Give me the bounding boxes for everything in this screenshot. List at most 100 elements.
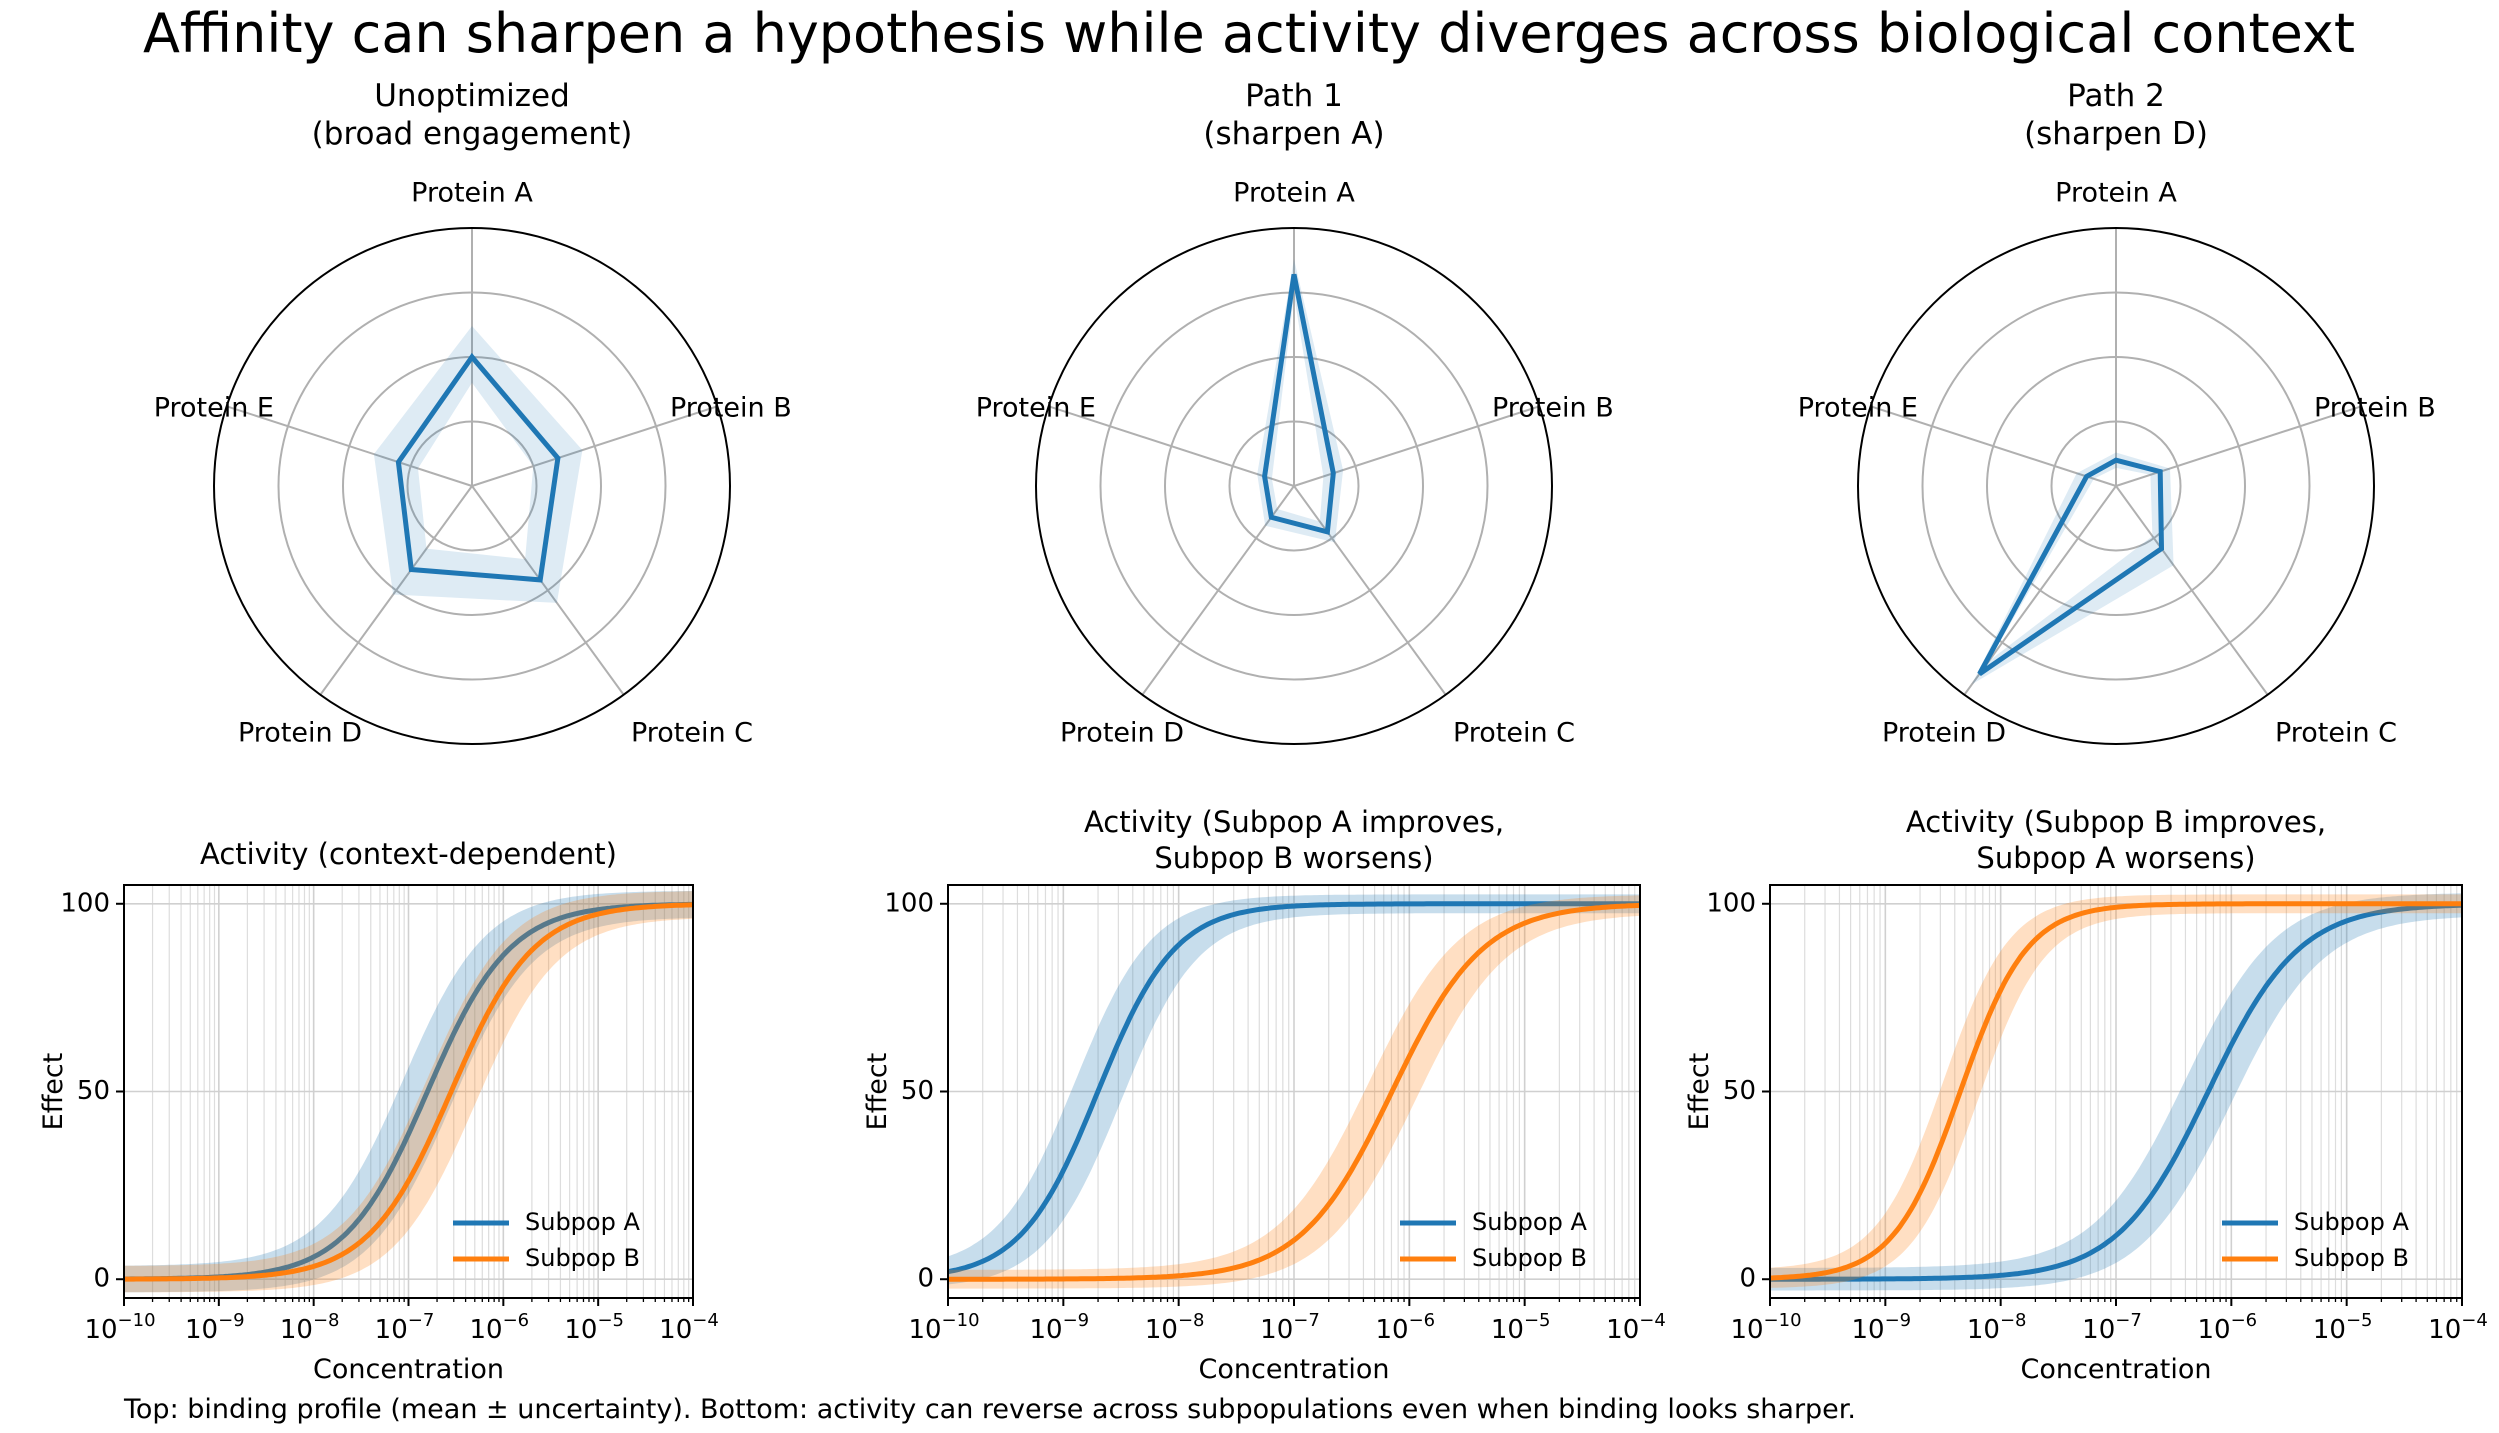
x-tick-label: 10−4 (1606, 1310, 1666, 1345)
radar-title-line1: Path 2 (2067, 78, 2165, 114)
activity-title-line1: Activity (context-dependent) (200, 837, 617, 871)
y-axis-label: Effect (1684, 1053, 1715, 1131)
series-band-subpop-b (124, 891, 693, 1293)
y-tick-label: 100 (60, 888, 110, 918)
series-band-subpop-b (1770, 894, 2462, 1288)
x-tick-label: 10−6 (470, 1310, 530, 1345)
radar-axis-label: Protein E (154, 393, 274, 424)
series-band-subpop-a (1770, 893, 2462, 1291)
x-tick-exponent: −4 (692, 1310, 719, 1331)
x-tick-label: 10−9 (1030, 1310, 1090, 1345)
x-tick-label: 10−5 (1491, 1310, 1551, 1345)
y-tick-label: 50 (901, 1076, 934, 1106)
radar-spoke (471, 485, 625, 696)
x-tick-base: 10 (470, 1315, 503, 1345)
legend-label: Subpop A (1472, 1208, 1587, 1236)
radar-axis-label: Protein C (1453, 718, 1575, 749)
activity-panel-3: Activity (Subpop B improves,Subpop A wor… (1684, 805, 2488, 1385)
x-tick-base: 10 (84, 1315, 117, 1345)
radar-axis-label: Protein B (670, 393, 792, 424)
radar-axis-label: Protein A (1233, 178, 1355, 209)
radar-panel-2: Path 1(sharpen A) Protein A Protein B Prote… (976, 78, 1614, 749)
radar-spoke (471, 405, 718, 487)
radar-axis-label: Protein D (238, 718, 362, 749)
x-tick-exponent: −10 (942, 1310, 980, 1331)
radar-axis-label: Protein B (2314, 393, 2436, 424)
y-tick-label: 50 (77, 1076, 110, 1106)
x-tick-exponent: −9 (1885, 1310, 1912, 1331)
legend-label: Subpop A (2294, 1208, 2409, 1236)
legend-label: Subpop B (2294, 1244, 2409, 1272)
activity-title-line1: Activity (Subpop A improves, (1084, 805, 1504, 839)
x-tick-base: 10 (2428, 1315, 2461, 1345)
x-tick-label: 10−6 (1376, 1310, 1436, 1345)
radar-axis-label: Protein C (631, 718, 753, 749)
radar-axis-label: Protein A (2055, 178, 2177, 209)
x-tick-label: 10−4 (2428, 1310, 2488, 1345)
series-band-subpop-a (124, 891, 693, 1293)
y-tick-label: 0 (1739, 1264, 1756, 1294)
x-tick-base: 10 (2082, 1315, 2115, 1345)
x-tick-label: 10−9 (185, 1310, 245, 1345)
series-band-subpop-a (948, 894, 1640, 1285)
y-tick-label: 100 (1706, 888, 1756, 918)
x-tick-base: 10 (2198, 1315, 2231, 1345)
activity-title-line1: Activity (Subpop B improves, (1906, 805, 2326, 839)
activity-panel-2: Activity (Subpop A improves,Subpop B wor… (862, 805, 1666, 1385)
x-tick-exponent: −10 (1764, 1310, 1802, 1331)
radar-panel-1: Unoptimized(broad engagement) Protein A Pr… (154, 78, 792, 749)
radar-panel-3: Path 2(sharpen D) Protein A Protein B Prote… (1798, 78, 2436, 749)
x-tick-label: 10−8 (280, 1310, 340, 1345)
x-tick-label: 10−9 (1852, 1310, 1912, 1345)
series-line-subpop-b (124, 902, 694, 1282)
radar-mean-profile (1977, 457, 2165, 676)
y-tick-label: 0 (917, 1264, 934, 1294)
x-tick-exponent: −8 (1178, 1310, 1205, 1331)
radar-axis-label: Protein D (1060, 718, 1184, 749)
series-line-subpop-b (1769, 901, 2462, 1281)
x-tick-base: 10 (1260, 1315, 1293, 1345)
x-tick-base: 10 (1030, 1315, 1063, 1345)
radar-title-line1: Path 1 (1245, 78, 1343, 114)
radar-title-line2: (sharpen A) (1203, 116, 1384, 152)
x-tick-base: 10 (1606, 1315, 1639, 1345)
x-tick-exponent: −5 (2346, 1310, 2373, 1331)
legend-label: Subpop B (1472, 1244, 1587, 1272)
x-tick-label: 10−5 (2313, 1310, 2373, 1345)
radar-spoke (1048, 405, 1295, 487)
x-tick-base: 10 (1967, 1315, 2000, 1345)
radar-axis-label: Protein B (1492, 393, 1614, 424)
x-tick-label: 10−10 (84, 1310, 155, 1345)
x-tick-exponent: −6 (2231, 1310, 2258, 1331)
x-tick-label: 10−10 (1730, 1310, 1801, 1345)
radar-axis-label: Protein A (411, 178, 533, 209)
radar-axis-label: Protein D (1882, 718, 2006, 749)
x-tick-exponent: −5 (597, 1310, 624, 1331)
legend-label: Subpop B (525, 1244, 640, 1272)
x-tick-label: 10−8 (1967, 1310, 2027, 1345)
x-tick-base: 10 (564, 1315, 597, 1345)
x-tick-label: 10−5 (564, 1310, 624, 1345)
x-tick-exponent: −7 (1293, 1310, 1320, 1331)
figure-title: Affinity can sharpen a hypothesis while … (143, 2, 2355, 65)
series-line-subpop-a (1770, 902, 2463, 1282)
x-tick-exponent: −9 (1063, 1310, 1090, 1331)
x-tick-exponent: −8 (313, 1310, 340, 1331)
radar-spoke (1870, 405, 2117, 487)
radar-outer-frame (1857, 227, 2375, 745)
radar-uncertainty-band (1971, 452, 2174, 685)
x-tick-exponent: −7 (2115, 1310, 2142, 1331)
radar-outer-frame (213, 227, 731, 745)
radar-spoke (2115, 485, 2269, 696)
series-band-subpop-b (948, 895, 1640, 1289)
radar-title-line2: (broad engagement) (312, 116, 633, 152)
radar-title-line2: (sharpen D) (2024, 116, 2208, 152)
radar-uncertainty-band (373, 326, 583, 603)
x-tick-exponent: −6 (503, 1310, 530, 1331)
x-tick-base: 10 (1852, 1315, 1885, 1345)
x-tick-label: 10−6 (2198, 1310, 2258, 1345)
y-axis-label: Effect (38, 1053, 69, 1131)
radar-spoke (319, 485, 473, 696)
